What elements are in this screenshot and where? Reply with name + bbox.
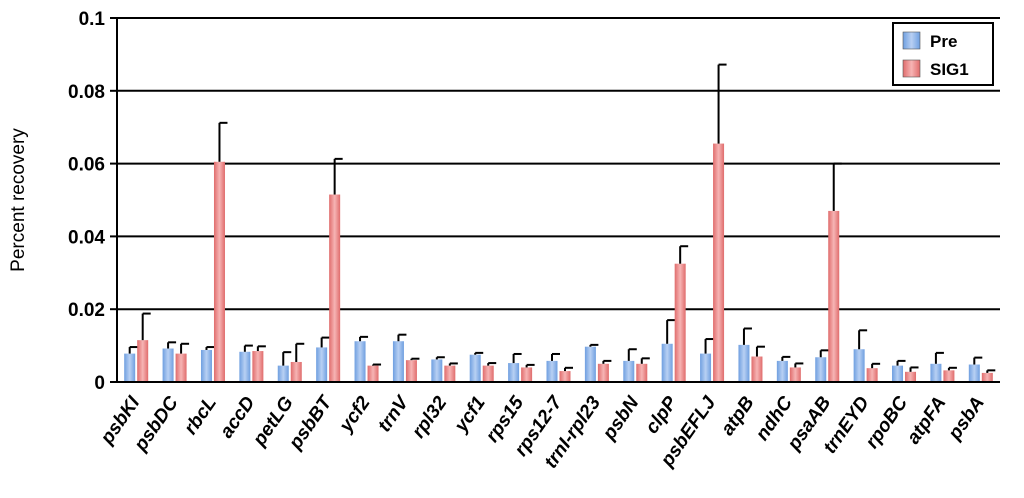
tick-labels: 00.020.040.060.080.1psbKIpsbDCrbcLaccDpe… — [68, 9, 989, 472]
legend-label-pre: Pre — [930, 32, 957, 51]
bar-pre — [776, 360, 788, 382]
y-tick-label: 0.1 — [79, 9, 106, 30]
y-tick-label: 0.08 — [68, 82, 105, 103]
legend-swatch-sig1 — [902, 59, 921, 78]
bar-pre — [354, 341, 366, 382]
bar-sig1 — [597, 363, 609, 382]
bar-sig1 — [636, 363, 648, 382]
bar-pre — [200, 349, 212, 382]
x-tick-label: rbcL — [180, 393, 221, 439]
bar-sig1 — [329, 194, 341, 382]
bar-pre — [892, 365, 904, 382]
bar-pre — [815, 357, 827, 382]
bar-sig1 — [981, 372, 993, 382]
y-tick-label: 0.04 — [68, 227, 105, 248]
bar-pre — [431, 359, 443, 382]
bar-sig1 — [713, 143, 725, 382]
y-axis-label: Percent recovery — [8, 128, 29, 272]
bar-pre — [853, 349, 865, 382]
bar-sig1 — [175, 353, 187, 382]
x-tick-label: psbBT — [285, 392, 337, 454]
bar-sig1 — [521, 367, 533, 382]
bar-pre — [584, 346, 596, 382]
bar-pre — [124, 353, 136, 382]
bar-sig1 — [943, 370, 955, 382]
bar-pre — [508, 363, 520, 382]
bar-sig1 — [866, 368, 878, 382]
bar-sig1 — [905, 371, 917, 382]
bar-pre — [316, 347, 328, 382]
bar-sig1 — [405, 360, 417, 382]
bar-sig1 — [789, 367, 801, 382]
y-tick-label: 0.02 — [68, 300, 105, 321]
bar-sig1 — [290, 361, 302, 382]
bar-pre — [968, 364, 980, 382]
bar-sig1 — [482, 365, 494, 382]
legend-label-sig1: SIG1 — [930, 60, 969, 79]
bar-sig1 — [674, 263, 686, 382]
bar-pre — [392, 341, 404, 382]
bar-pre — [623, 360, 635, 382]
x-tick-label: rpl32 — [408, 392, 451, 442]
gridlines — [110, 17, 1000, 383]
bar-pre — [162, 348, 174, 382]
x-tick-label: ycf2 — [335, 392, 375, 436]
bar-sig1 — [252, 351, 264, 382]
bar-pre — [661, 343, 673, 382]
bar-pre — [700, 353, 712, 382]
bar-sig1 — [137, 340, 149, 382]
legend: Pre SIG1 — [892, 22, 994, 86]
y-tick-label: 0 — [94, 373, 105, 394]
bars — [124, 63, 996, 382]
bar-pre — [546, 360, 558, 382]
bar-pre — [738, 344, 750, 382]
x-tick-label: psbA — [944, 393, 989, 445]
x-tick-label: psbN — [598, 392, 644, 445]
axes — [116, 17, 1000, 383]
bar-sig1 — [213, 161, 225, 382]
bar-sig1 — [751, 356, 763, 382]
bar-pre — [930, 363, 942, 382]
x-tick-label: atpFA — [903, 393, 950, 448]
y-tick-label: 0.06 — [68, 155, 105, 176]
bar-pre — [239, 351, 251, 382]
bar-pre — [277, 365, 289, 382]
bar-pre — [469, 354, 481, 382]
legend-swatch-pre — [902, 31, 921, 50]
x-tick-label: rpoBC — [862, 393, 913, 453]
bar-sig1 — [444, 365, 456, 382]
bar-sig1 — [559, 371, 571, 382]
bar-sig1 — [828, 210, 840, 382]
bar-sig1 — [367, 365, 379, 382]
